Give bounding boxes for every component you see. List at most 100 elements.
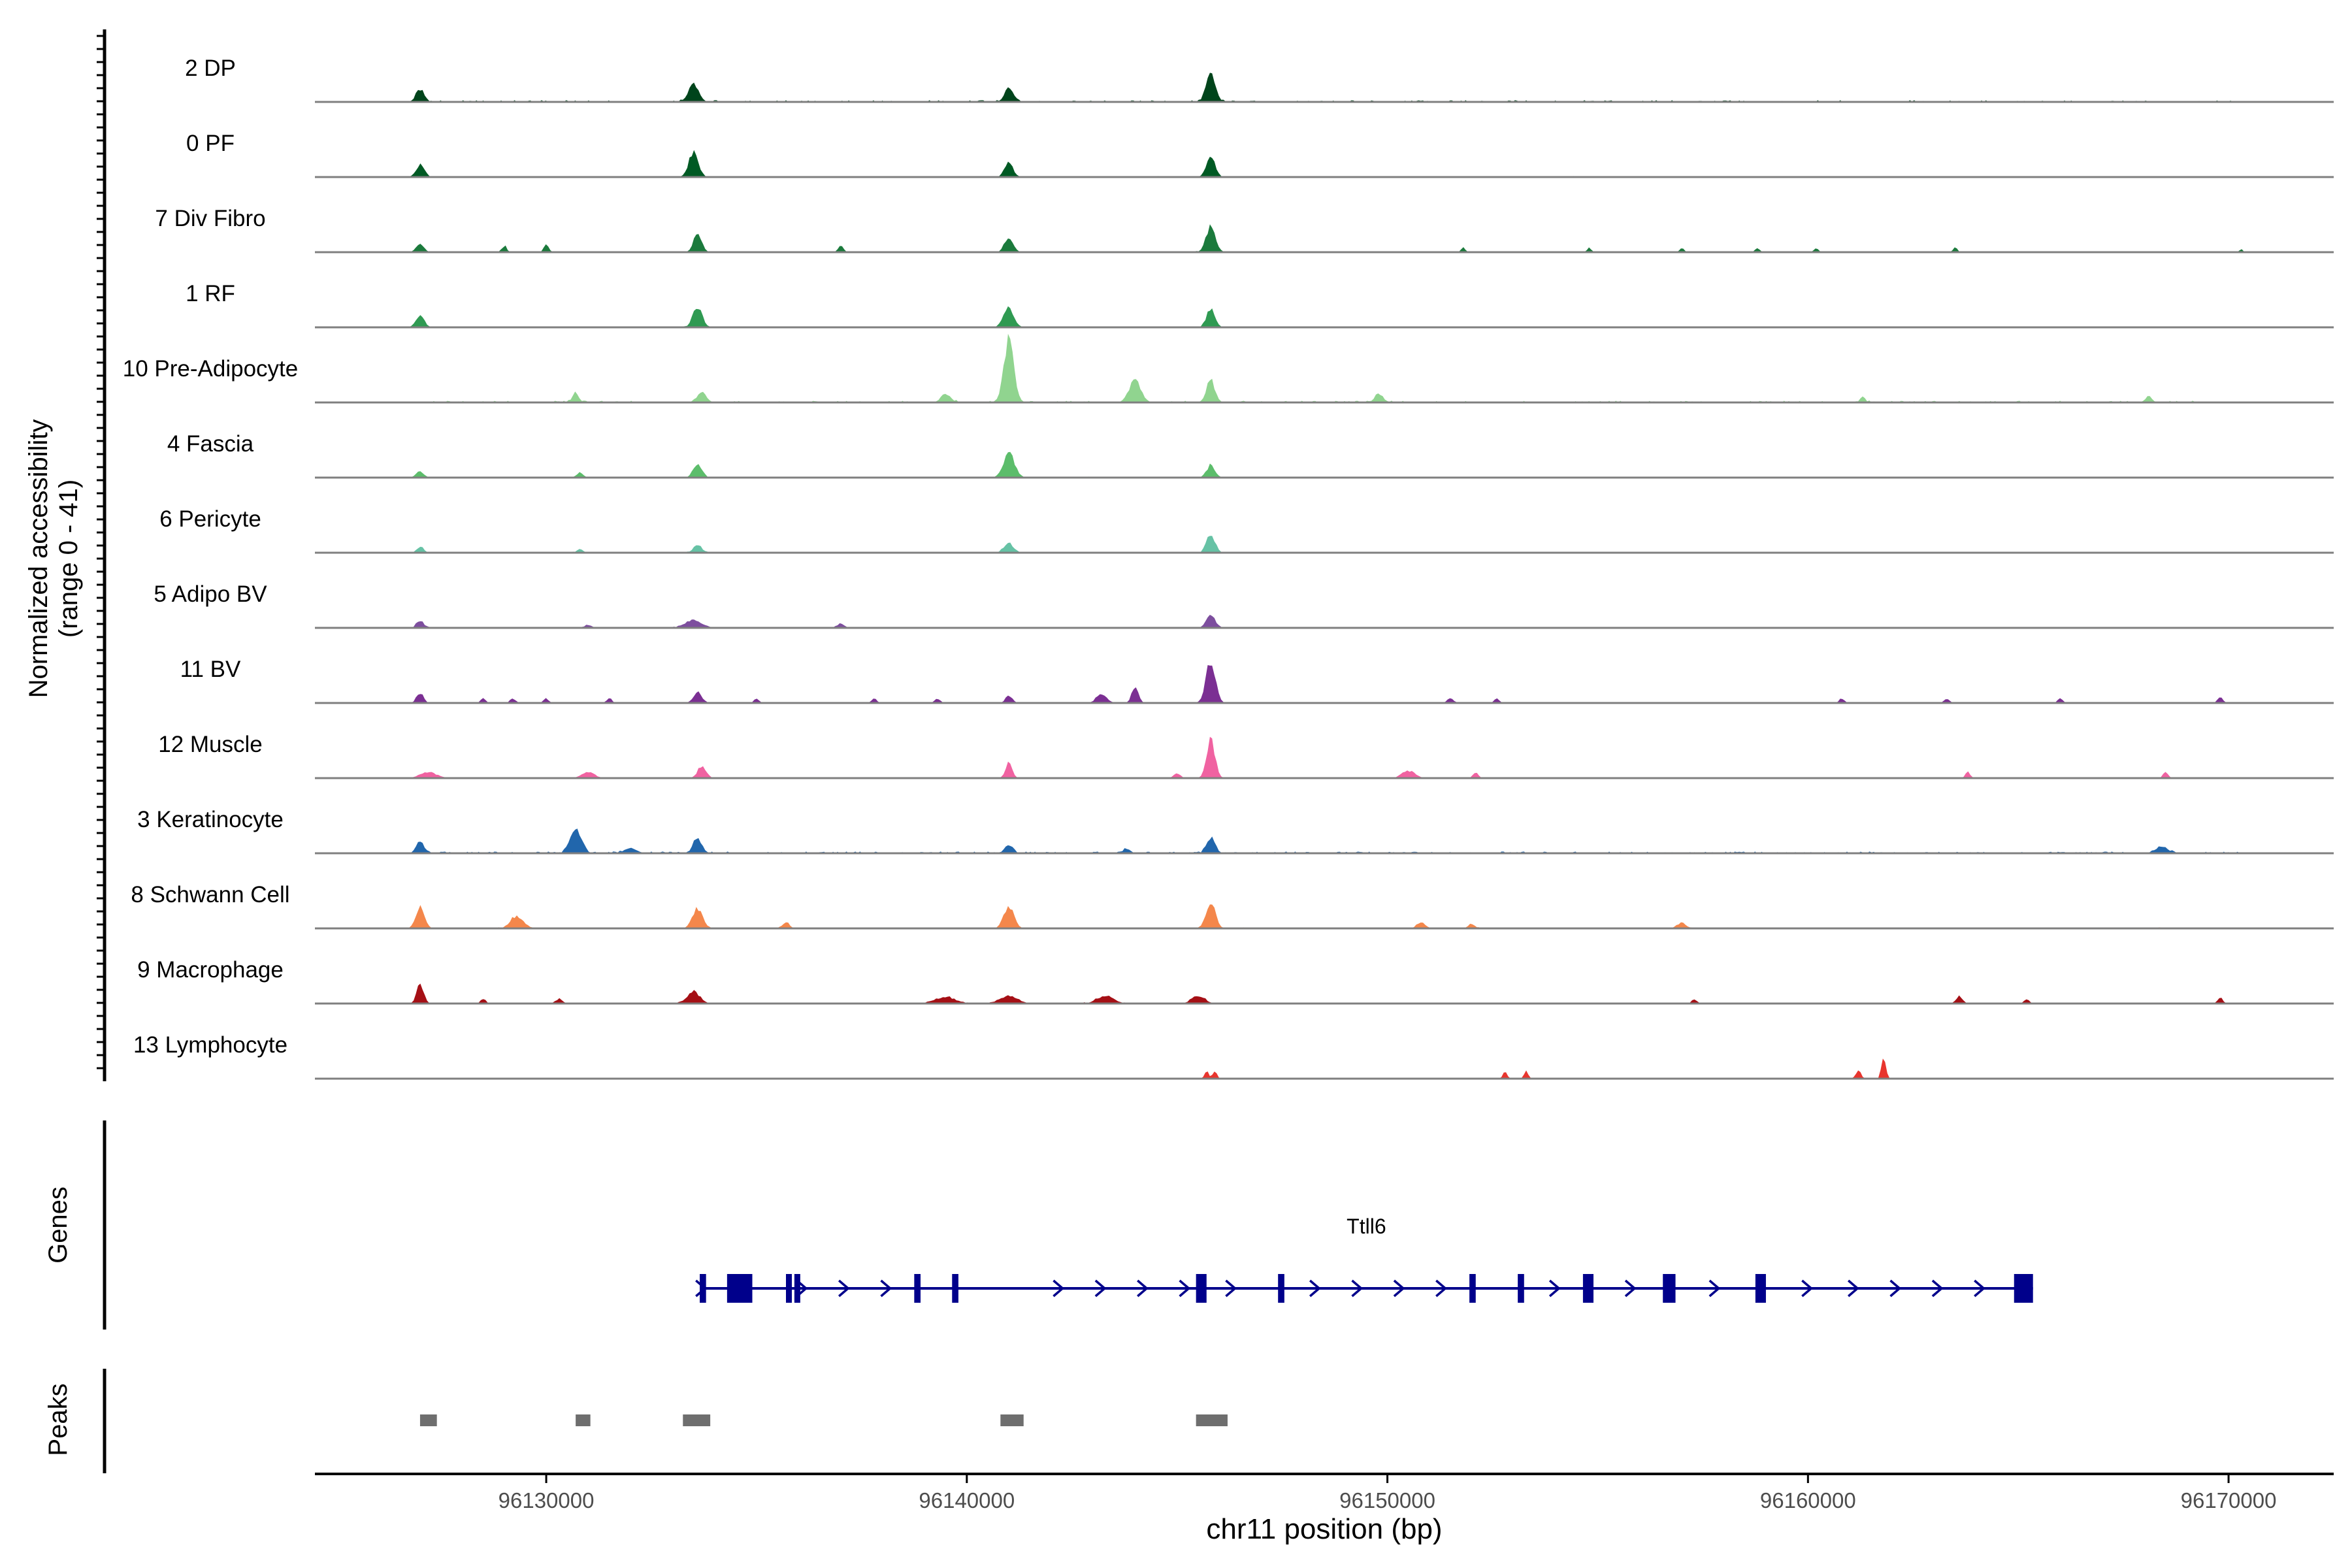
coverage-area (315, 1058, 2334, 1079)
track-13: 13 Lymphocyte (133, 1032, 2334, 1080)
coverage-area (315, 306, 2334, 327)
gene-strand-arrow (1548, 1279, 1561, 1298)
genes-panel: Genes Ttll6 (44, 1120, 2033, 1330)
gene-strand-arrow (1309, 1279, 1321, 1298)
gene-strand-arrow (1435, 1279, 1447, 1298)
track-10: 3 Keratinocyte (137, 807, 2334, 855)
track-label: 7 Div Fibro (155, 206, 265, 231)
x-axis-tick-label: 96160000 (1760, 1488, 1856, 1512)
gene-exon (1196, 1274, 1207, 1303)
track-12: 9 Macrophage (137, 957, 2334, 1005)
gene-strand-arrow (1351, 1279, 1364, 1298)
coverage-area (315, 451, 2334, 478)
peak-region (576, 1414, 591, 1426)
coverage-area (315, 615, 2334, 628)
track-label: 12 Muscle (158, 732, 263, 757)
track-label: 0 PF (186, 131, 235, 156)
track-label: 5 Adipo BV (154, 581, 267, 607)
y-axis-label-line2: (range 0 - 41) (54, 480, 83, 638)
gene-strand-arrow (1847, 1279, 1859, 1298)
gene-exon (794, 1274, 800, 1303)
x-axis-tick-label: 96140000 (919, 1488, 1015, 1512)
track-label: 1 RF (186, 281, 235, 306)
gene-strand-arrow (1179, 1279, 1191, 1298)
gene-exon (952, 1274, 958, 1303)
genes-section-label: Genes (44, 1186, 73, 1264)
gene-strand-arrow (1974, 1279, 1985, 1298)
gene-strand-arrow (880, 1279, 892, 1298)
gene-strand-arrow (1931, 1279, 1944, 1298)
peak-region (1000, 1414, 1024, 1426)
gene-strand-arrow (1137, 1279, 1149, 1298)
peaks-section-label: Peaks (44, 1383, 73, 1456)
track-label: 6 Pericyte (159, 506, 261, 532)
gene-name-label: Ttll6 (1347, 1215, 1386, 1238)
track-2: 7 Div Fibro (155, 206, 2334, 253)
coverage-area (315, 536, 2334, 553)
gene-strand-arrow (1094, 1279, 1107, 1298)
gene-strand-arrow (1225, 1279, 1237, 1298)
y-axis-label-line1: Normalized accessibility (24, 419, 53, 698)
peaks-panel: Peaks (44, 1369, 1228, 1473)
track-0: 2 DP (185, 56, 2334, 103)
peak-region (419, 1414, 437, 1426)
track-3: 1 RF (186, 281, 2334, 329)
coverage-area (315, 333, 2334, 402)
gene-strand-arrow (1708, 1279, 1721, 1298)
gene-model-ttll6 (695, 1274, 2033, 1303)
gene-exon (700, 1274, 706, 1303)
gene-exon (914, 1274, 921, 1303)
track-5: 4 Fascia (167, 431, 2334, 479)
track-label: 2 DP (185, 56, 236, 81)
coverage-area (315, 665, 2334, 703)
coverage-area (315, 150, 2334, 177)
gene-exon (727, 1274, 753, 1303)
coverage-y-axis (97, 29, 106, 1081)
track-label: 3 Keratinocyte (137, 807, 284, 832)
track-label: 9 Macrophage (137, 957, 284, 983)
x-axis-tick-label: 96130000 (498, 1488, 595, 1512)
gene-exon (1582, 1274, 1593, 1303)
track-1: 0 PF (186, 131, 2334, 178)
gene-exon (1755, 1274, 1766, 1303)
track-label: 13 Lymphocyte (133, 1032, 287, 1058)
x-axis-title: chr11 position (bp) (1206, 1513, 1442, 1545)
peak-region (1196, 1414, 1228, 1426)
coverage-area (315, 828, 2334, 853)
gene-strand-arrow (1393, 1279, 1405, 1298)
gene-exon (1518, 1274, 1524, 1303)
gene-exon (1469, 1274, 1476, 1303)
track-11: 8 Schwann Cell (131, 882, 2334, 930)
gene-strand-arrow (1624, 1279, 1637, 1298)
gene-exon (786, 1274, 792, 1303)
y-axis-title: Normalized accessibility (range 0 - 41) (24, 419, 83, 698)
gene-exon (1663, 1274, 1676, 1303)
peak-region (683, 1414, 711, 1426)
track-label: 8 Schwann Cell (131, 882, 289, 907)
coverage-area (315, 224, 2334, 252)
track-label: 10 Pre-Adipocyte (123, 356, 298, 382)
x-axis-tick-label: 96150000 (1339, 1488, 1435, 1512)
track-7: 5 Adipo BV (154, 581, 2334, 629)
track-8: 11 BV (180, 657, 2334, 704)
coverage-area (315, 983, 2334, 1004)
coverage-area (315, 904, 2334, 928)
track-6: 6 Pericyte (159, 506, 2334, 554)
gene-exon (1278, 1274, 1284, 1303)
track-label: 4 Fascia (167, 431, 254, 457)
track-9: 12 Muscle (158, 732, 2334, 779)
gene-strand-arrow (1053, 1279, 1065, 1298)
gene-strand-arrow (838, 1279, 850, 1298)
track-4: 10 Pre-Adipocyte (123, 333, 2334, 404)
track-label: 11 BV (180, 657, 241, 682)
x-axis: 96130000 96140000 96150000 96160000 96170000 (315, 1473, 2334, 1512)
coverage-tracks: 2 DP 0 PF 7 Div Fibro 1 RF 10 Pre-Adipocyte 4… (123, 56, 2334, 1080)
x-axis-tick-label: 96170000 (2181, 1488, 2277, 1512)
coverage-area (315, 73, 2334, 102)
coverage-area (315, 736, 2334, 778)
gene-strand-arrow (1889, 1279, 1902, 1298)
gene-strand-arrow (1801, 1279, 1813, 1298)
peak-regions (419, 1414, 1228, 1426)
gene-exon (2014, 1274, 2033, 1303)
